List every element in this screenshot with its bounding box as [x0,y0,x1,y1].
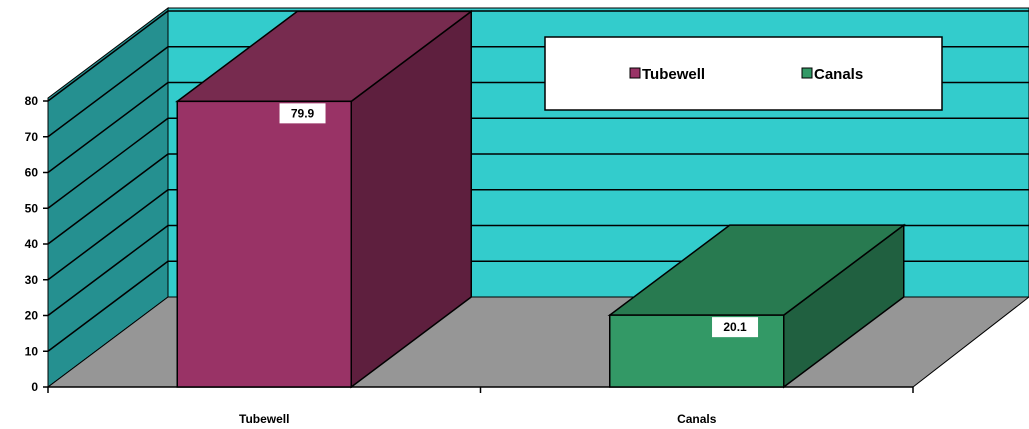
gridline-side [47,153,169,245]
gridline-side [47,81,169,174]
data-label-bg [279,103,326,124]
legend-box [544,36,943,111]
x-tick-label: Tubewell [239,412,289,426]
gridline-side [47,10,169,102]
bars: 79.9 20.1 [174,9,907,389]
y-tick-label: 40 [25,237,39,251]
gridline-side [47,224,169,317]
legend-label-tubewell: Tubewell [642,66,705,83]
gridline-side [47,260,169,352]
data-label-canals: 20.1 [723,320,747,334]
gridline-side [47,46,169,138]
bar-front-tubewell [176,100,352,388]
y-tick-label: 70 [25,130,39,144]
y-tick-label: 10 [25,344,39,358]
x-tick-label: Canals [677,412,717,426]
y-tick-label: 50 [25,201,39,215]
y-tick-label: 80 [25,94,39,108]
y-tick-label: 20 [25,309,39,323]
gridline-side [47,189,169,281]
gridline-side [47,117,169,209]
y-tick-label: 60 [25,166,39,180]
y-tick-label: 0 [31,380,38,394]
legend-label-canals: Canals [814,66,863,83]
bar-tubewell: 79.9 [174,9,474,389]
bar-canals: 20.1 [607,223,907,389]
legend-swatch-tubewell [629,67,641,79]
data-label-bg [712,317,759,338]
legend: Tubewell Canals [544,36,943,111]
data-label-tubewell: 79.9 [291,106,315,120]
legend-swatch-canals [801,67,813,79]
y-tick-label: 30 [25,273,39,287]
